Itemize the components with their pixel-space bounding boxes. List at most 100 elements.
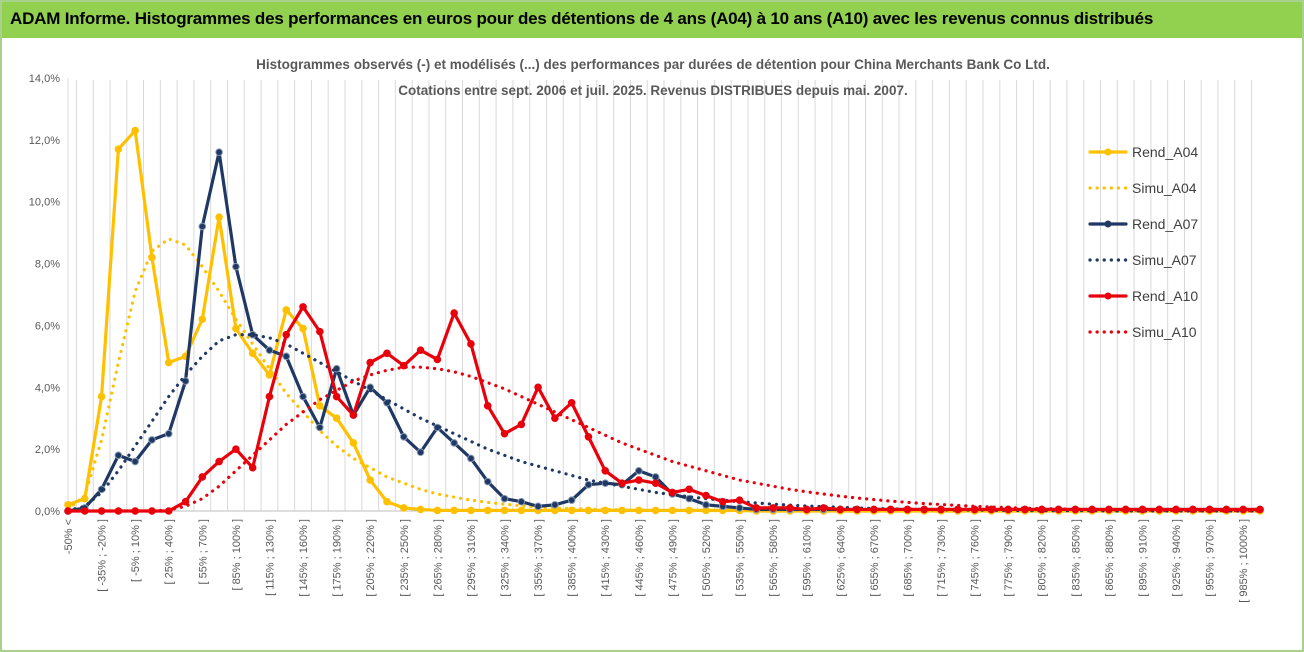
data-point [635,466,643,475]
data-point [299,303,307,311]
data-point [467,340,475,348]
data-point [265,346,274,354]
data-point [500,429,509,438]
legend-item: Rend_A07 [1088,216,1198,232]
data-point [567,398,576,407]
data-point [164,358,173,367]
data-point [635,476,643,484]
x-tick-label: [ 415% ; 430% ] [600,519,612,597]
data-point [416,448,425,457]
data-point [299,392,307,401]
data-point [366,358,374,367]
data-point [148,436,156,444]
data-point [483,477,492,486]
data-point [450,439,458,447]
data-point [282,306,291,314]
data-point [584,480,593,489]
data-point [198,315,207,324]
data-point [937,505,945,514]
legend-label: Rend_A07 [1132,216,1198,232]
data-point [718,497,727,506]
data-point [399,432,408,441]
data-point [114,145,123,153]
data-point [316,402,324,410]
y-axis: 0,0% 2,0% 4,0% 6,0% 8,0% 10,0% 12,0% 14,0% [29,73,60,518]
data-point [433,355,442,364]
data-point [735,496,744,504]
x-tick-label: [ 835% ; 850% ] [1070,519,1082,597]
data-point [920,505,929,514]
data-point [584,432,593,441]
legend-marker [1104,220,1112,228]
x-tick-label: [ 655% ; 670% ] [869,519,881,597]
x-tick-label: [ 715% ; 730% ] [936,519,948,597]
x-tick-label: [ 175% ; 190% ] [332,519,344,597]
data-point [786,504,794,512]
data-point [232,324,240,333]
data-point [450,506,458,515]
data-point [299,324,307,333]
x-tick-label: [ 325% ; 340% ] [500,519,512,597]
legend-item: Simu_A10 [1088,324,1197,340]
data-point [349,411,358,419]
report-title: ADAM Informe. Histogrammes des performan… [10,9,1154,28]
data-point [702,491,710,500]
x-tick-label: [ 55% ; 70% ] [197,519,209,584]
data-point [853,505,861,514]
data-point [668,488,677,497]
data-point [450,309,458,317]
data-point [954,505,962,514]
data-point [282,330,291,339]
data-point [198,222,207,231]
x-tick-label: [ 865% ; 880% ] [1104,519,1116,597]
x-tick-label: [ 25% ; 40% ] [164,519,176,584]
data-point [181,497,190,506]
data-point [215,213,223,221]
legend-marker [1104,148,1112,156]
x-tick-label: [ 535% ; 550% ] [735,519,747,597]
data-point [467,454,475,463]
legend-label: Rend_A10 [1132,288,1198,304]
report-header-bar: ADAM Informe. Histogrammes des performan… [2,2,1302,38]
data-point [467,506,475,515]
chart-title-line-2: Cotations entre sept. 2006 et juil. 2025… [398,83,907,98]
data-point [685,485,693,494]
x-tick-label: [ 925% ; 940% ] [1171,519,1183,597]
x-tick-label: [ 895% ; 910% ] [1137,519,1149,597]
x-tick-label: [ 805% ; 820% ] [1037,519,1049,597]
data-point [215,148,223,157]
series-rend-a10 [64,303,1264,515]
y-tick-label: 10,0% [29,197,60,209]
legend-item: Simu_A07 [1088,252,1197,268]
data-point [836,505,845,514]
data-point [383,497,391,506]
data-point [870,505,878,514]
legend-marker [1104,292,1112,300]
data-point [316,423,324,432]
data-point [819,504,828,512]
data-point [416,346,425,354]
x-tick-label: [ 445% ; 460% ] [634,519,646,597]
data-point [399,504,408,512]
data-point [433,506,442,515]
x-tick-label: [ 115% ; 130% ] [264,519,276,596]
x-tick-label: [ -35% ; -20% ] [97,519,109,592]
legend-label: Simu_A04 [1132,180,1197,196]
x-tick-label: [ 235% ; 250% ] [399,519,411,597]
x-tick-label: [ 685% ; 700% ] [902,519,914,597]
data-point [349,439,358,447]
data-point [332,414,341,423]
data-point [232,262,240,271]
x-tick-label: [ 745% ; 760% ] [970,519,982,597]
y-tick-label: 12,0% [29,135,60,147]
data-point [483,506,492,515]
legend-label: Simu_A10 [1132,324,1197,340]
y-tick-label: 2,0% [35,444,60,456]
data-point [64,501,72,509]
x-tick-label: [ 265% ; 280% ] [432,519,444,597]
data-point [232,445,240,453]
chart-series [64,126,1264,515]
data-point [651,479,660,487]
data-point [198,473,207,481]
